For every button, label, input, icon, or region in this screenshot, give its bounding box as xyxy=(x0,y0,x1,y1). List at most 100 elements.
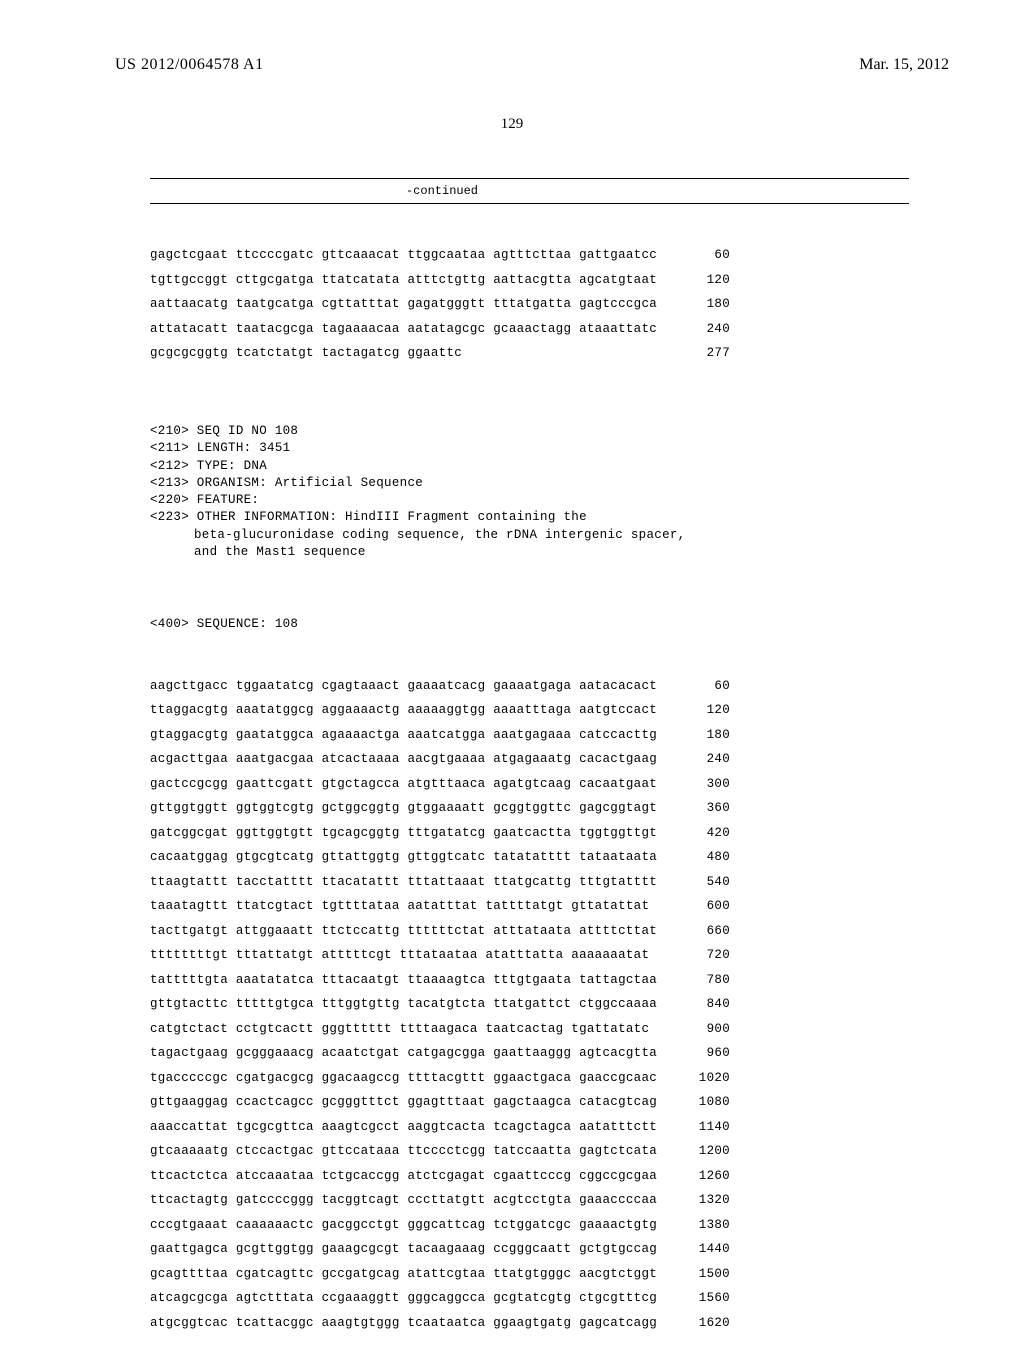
sequence-text: tgttgccggt cttgcgatga ttatcatata atttctg… xyxy=(150,274,680,287)
sequence-text: gtaggacgtg gaatatggca agaaaactga aaatcat… xyxy=(150,729,680,742)
sequence-text: aagcttgacc tggaatatcg cgagtaaact gaaaatc… xyxy=(150,680,680,693)
sequence-text: attatacatt taatacgcga tagaaaacaa aatatag… xyxy=(150,323,680,336)
sequence-position: 600 xyxy=(680,900,730,913)
sequence-position: 1500 xyxy=(680,1268,730,1281)
sequence-position: 1140 xyxy=(680,1121,730,1134)
sequence-row: catgtctact cctgtcactt gggtttttt ttttaaga… xyxy=(150,1023,1024,1036)
seq-107-rows: gagctcgaat ttccccgatc gttcaaacat ttggcaa… xyxy=(150,249,1024,360)
meta-line-indented: beta-glucuronidase coding sequence, the … xyxy=(150,527,1024,543)
sequence-row: gagctcgaat ttccccgatc gttcaaacat ttggcaa… xyxy=(150,249,1024,262)
sequence-text: cccgtgaaat caaaaaactc gacggcctgt gggcatt… xyxy=(150,1219,680,1232)
sequence-text: aaaccattat tgcgcgttca aaagtcgcct aaggtca… xyxy=(150,1121,680,1134)
sequence-listing: gagctcgaat ttccccgatc gttcaaacat ttggcaa… xyxy=(150,224,1024,1354)
meta-line: <210> SEQ ID NO 108 xyxy=(150,423,1024,439)
sequence-position: 540 xyxy=(680,876,730,889)
sequence-position: 720 xyxy=(680,949,730,962)
sequence-position: 1380 xyxy=(680,1219,730,1232)
sequence-position: 1260 xyxy=(680,1170,730,1183)
meta-line: <213> ORGANISM: Artificial Sequence xyxy=(150,475,1024,491)
meta-line-indented: and the Mast1 sequence xyxy=(150,544,1024,560)
continued-label: -continued xyxy=(0,184,884,198)
sequence-row: taaatagttt ttatcgtact tgttttataa aatattt… xyxy=(150,900,1024,913)
rule-bottom xyxy=(150,203,909,204)
sequence-400-label: <400> SEQUENCE: 108 xyxy=(150,618,1024,631)
sequence-row: tatttttgta aaatatatca tttacaatgt ttaaaag… xyxy=(150,974,1024,987)
sequence-position: 300 xyxy=(680,778,730,791)
sequence-position: 1320 xyxy=(680,1194,730,1207)
meta-line: <211> LENGTH: 3451 xyxy=(150,440,1024,456)
sequence-position: 120 xyxy=(680,704,730,717)
sequence-text: atcagcgcga agtctttata ccgaaaggtt gggcagg… xyxy=(150,1292,680,1305)
sequence-position: 60 xyxy=(680,680,730,693)
sequence-text: taaatagttt ttatcgtact tgttttataa aatattt… xyxy=(150,900,680,913)
sequence-row: tacttgatgt attggaaatt ttctccattg ttttttc… xyxy=(150,925,1024,938)
sequence-row: aattaacatg taatgcatga cgttatttat gagatgg… xyxy=(150,298,1024,311)
sequence-row: gcgcgcggtg tcatctatgt tactagatcg ggaattc… xyxy=(150,347,1024,360)
sequence-row: gttgtacttc tttttgtgca tttggtgttg tacatgt… xyxy=(150,998,1024,1011)
sequence-row: gcagttttaa cgatcagttc gccgatgcag atattcg… xyxy=(150,1268,1024,1281)
sequence-row: gatcggcgat ggttggtgtt tgcagcggtg tttgata… xyxy=(150,827,1024,840)
sequence-position: 1560 xyxy=(680,1292,730,1305)
sequence-position: 900 xyxy=(680,1023,730,1036)
sequence-position: 60 xyxy=(680,249,730,262)
sequence-text: ttaagtattt tacctatttt ttacatattt tttatta… xyxy=(150,876,680,889)
sequence-position: 277 xyxy=(680,347,730,360)
meta-line: <212> TYPE: DNA xyxy=(150,458,1024,474)
sequence-text: atgcggtcac tcattacggc aaagtgtggg tcaataa… xyxy=(150,1317,680,1330)
sequence-row: tgacccccgc cgatgacgcg ggacaagccg ttttacg… xyxy=(150,1072,1024,1085)
meta-line: <223> OTHER INFORMATION: HindIII Fragmen… xyxy=(150,509,1024,525)
sequence-row: tagactgaag gcgggaaacg acaatctgat catgagc… xyxy=(150,1047,1024,1060)
sequence-text: gcgcgcggtg tcatctatgt tactagatcg ggaattc xyxy=(150,347,680,360)
sequence-position: 360 xyxy=(680,802,730,815)
sequence-row: gtaggacgtg gaatatggca agaaaactga aaatcat… xyxy=(150,729,1024,742)
sequence-text: tatttttgta aaatatatca tttacaatgt ttaaaag… xyxy=(150,974,680,987)
sequence-text: ttttttttgt tttattatgt atttttcgt tttataat… xyxy=(150,949,680,962)
publication-date: Mar. 15, 2012 xyxy=(859,56,949,74)
sequence-text: gtcaaaaatg ctccactgac gttccataaa ttcccct… xyxy=(150,1145,680,1158)
sequence-text: aattaacatg taatgcatga cgttatttat gagatgg… xyxy=(150,298,680,311)
sequence-position: 240 xyxy=(680,323,730,336)
sequence-text: gagctcgaat ttccccgatc gttcaaacat ttggcaa… xyxy=(150,249,680,262)
sequence-position: 240 xyxy=(680,753,730,766)
sequence-text: ttaggacgtg aaatatggcg aggaaaactg aaaaagg… xyxy=(150,704,680,717)
sequence-text: tagactgaag gcgggaaacg acaatctgat catgagc… xyxy=(150,1047,680,1060)
sequence-row: attatacatt taatacgcga tagaaaacaa aatatag… xyxy=(150,323,1024,336)
sequence-row: aagcttgacc tggaatatcg cgagtaaact gaaaatc… xyxy=(150,680,1024,693)
page-header: US 2012/0064578 A1 Mar. 15, 2012 xyxy=(0,0,1024,74)
sequence-text: tgacccccgc cgatgacgcg ggacaagccg ttttacg… xyxy=(150,1072,680,1085)
sequence-text: gcagttttaa cgatcagttc gccgatgcag atattcg… xyxy=(150,1268,680,1281)
sequence-text: gaattgagca gcgttggtgg gaaagcgcgt tacaaga… xyxy=(150,1243,680,1256)
sequence-text: acgacttgaa aaatgacgaa atcactaaaa aacgtga… xyxy=(150,753,680,766)
page-number: 129 xyxy=(0,116,1024,133)
sequence-text: cacaatggag gtgcgtcatg gttattggtg gttggtc… xyxy=(150,851,680,864)
sequence-row: gttgaaggag ccactcagcc gcgggtttct ggagttt… xyxy=(150,1096,1024,1109)
sequence-position: 960 xyxy=(680,1047,730,1060)
publication-number: US 2012/0064578 A1 xyxy=(115,56,264,74)
sequence-row: cacaatggag gtgcgtcatg gttattggtg gttggtc… xyxy=(150,851,1024,864)
sequence-text: gatcggcgat ggttggtgtt tgcagcggtg tttgata… xyxy=(150,827,680,840)
sequence-position: 480 xyxy=(680,851,730,864)
sequence-row: ttcactctca atccaaataa tctgcaccgg atctcga… xyxy=(150,1170,1024,1183)
sequence-meta: <210> SEQ ID NO 108<211> LENGTH: 3451 <21… xyxy=(150,423,1024,560)
sequence-position: 780 xyxy=(680,974,730,987)
sequence-row: gttggtggtt ggtggtcgtg gctggcggtg gtggaaa… xyxy=(150,802,1024,815)
sequence-position: 840 xyxy=(680,998,730,1011)
sequence-text: ttcactctca atccaaataa tctgcaccgg atctcga… xyxy=(150,1170,680,1183)
sequence-position: 1440 xyxy=(680,1243,730,1256)
meta-line: <220> FEATURE: xyxy=(150,492,1024,508)
sequence-row: acgacttgaa aaatgacgaa atcactaaaa aacgtga… xyxy=(150,753,1024,766)
sequence-position: 1200 xyxy=(680,1145,730,1158)
sequence-text: gttgtacttc tttttgtgca tttggtgttg tacatgt… xyxy=(150,998,680,1011)
sequence-row: gtcaaaaatg ctccactgac gttccataaa ttcccct… xyxy=(150,1145,1024,1158)
sequence-text: gactccgcgg gaattcgatt gtgctagcca atgttta… xyxy=(150,778,680,791)
sequence-row: atgcggtcac tcattacggc aaagtgtggg tcaataa… xyxy=(150,1317,1024,1330)
sequence-row: tgttgccggt cttgcgatga ttatcatata atttctg… xyxy=(150,274,1024,287)
sequence-position: 1620 xyxy=(680,1317,730,1330)
sequence-text: gttggtggtt ggtggtcgtg gctggcggtg gtggaaa… xyxy=(150,802,680,815)
sequence-position: 1020 xyxy=(680,1072,730,1085)
sequence-row: gactccgcgg gaattcgatt gtgctagcca atgttta… xyxy=(150,778,1024,791)
sequence-position: 120 xyxy=(680,274,730,287)
sequence-text: tacttgatgt attggaaatt ttctccattg ttttttc… xyxy=(150,925,680,938)
sequence-row: ttcactagtg gatccccggg tacggtcagt cccttat… xyxy=(150,1194,1024,1207)
sequence-row: atcagcgcga agtctttata ccgaaaggtt gggcagg… xyxy=(150,1292,1024,1305)
